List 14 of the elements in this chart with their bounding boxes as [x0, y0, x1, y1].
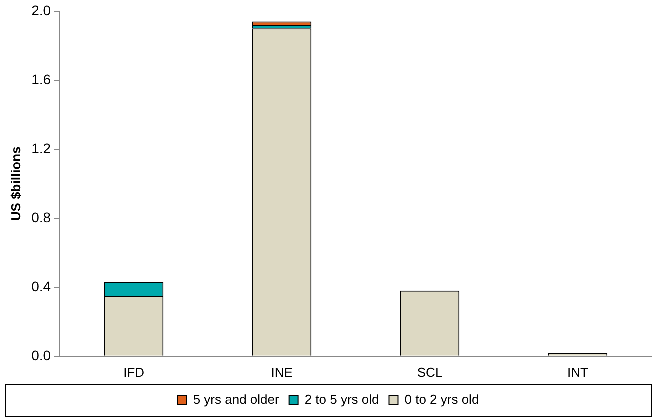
- legend-label: 0 to 2 yrs old: [404, 392, 480, 408]
- legend-label: 5 yrs and older: [193, 392, 280, 408]
- y-tick-label: 1.6: [32, 71, 52, 88]
- y-tick-label: 0.0: [32, 347, 52, 364]
- y-tick-label: 0.8: [32, 209, 52, 226]
- y-tick-label: 0.4: [32, 278, 52, 294]
- y-tick-label: 1.2: [32, 140, 52, 156]
- x-tick-label: SCL: [417, 364, 443, 380]
- x-tick-label: IFD: [124, 364, 145, 380]
- y-axis-title: US $billions: [8, 146, 24, 222]
- x-tick-label: INT: [568, 364, 589, 380]
- y-tick-label: 2.0: [32, 2, 52, 18]
- legend-label: 2 to 5 yrs old: [304, 392, 380, 408]
- x-tick-label: INE: [271, 364, 294, 380]
